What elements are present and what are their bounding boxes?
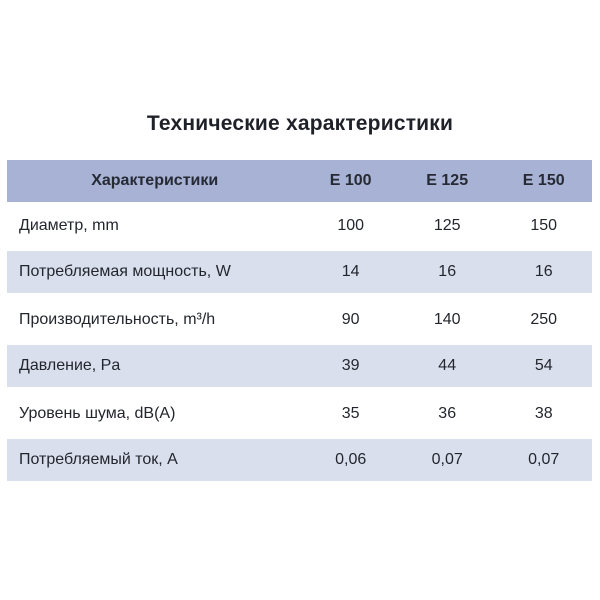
row-value: 36	[438, 404, 457, 422]
row-value: 90	[341, 310, 360, 328]
header-cell-e100: E 100	[329, 172, 372, 189]
row-label: Давление, Pa	[19, 357, 121, 374]
header-cell-characteristics: Характеристики	[91, 172, 219, 189]
row-value: 125	[433, 216, 461, 234]
row-value: 250	[530, 310, 558, 328]
row-label: Производительность, m³/h	[19, 310, 216, 328]
table-row-current: Потребляемый ток, A 0,06 0,07 0,07	[7, 437, 592, 484]
row-value: 14	[341, 263, 360, 280]
row-label: Диаметр, mm	[19, 216, 119, 234]
row-value: 39	[341, 357, 360, 374]
table-row-noise: Уровень шума, dB(A) 35 36 38	[7, 390, 592, 437]
row-value: 38	[534, 404, 553, 422]
row-value: 100	[337, 216, 365, 234]
row-value: 0,06	[335, 451, 367, 468]
row-value: 35	[341, 404, 360, 422]
row-value: 150	[530, 216, 558, 234]
row-label: Уровень шума, dB(A)	[19, 404, 176, 422]
table-row-power: Потребляемая мощность, W 14 16 16	[7, 249, 592, 296]
table-row-pressure: Давление, Pa 39 44 54	[7, 343, 592, 390]
row-value: 54	[534, 357, 553, 374]
row-value: 44	[438, 357, 457, 374]
header-cell-e150: E 150	[522, 172, 565, 189]
table-header-row: Характеристики E 100 E 125 E 150	[7, 160, 592, 202]
row-value: 16	[438, 263, 457, 280]
row-value: 140	[433, 310, 461, 328]
row-value: 0,07	[431, 451, 463, 468]
header-cell-e125: E 125	[426, 172, 469, 189]
table-row-airflow: Производительность, m³/h 90 140 250	[7, 296, 592, 343]
row-value: 0,07	[528, 451, 560, 468]
row-value: 16	[534, 263, 553, 280]
page-title: Технические характеристики	[146, 112, 454, 135]
spec-table: Характеристики E 100 E 125 E 150 Диаметр…	[7, 160, 592, 484]
row-label: Потребляемый ток, A	[19, 451, 178, 468]
table-row-diameter: Диаметр, mm 100 125 150	[7, 202, 592, 249]
row-label: Потребляемая мощность, W	[19, 263, 231, 280]
